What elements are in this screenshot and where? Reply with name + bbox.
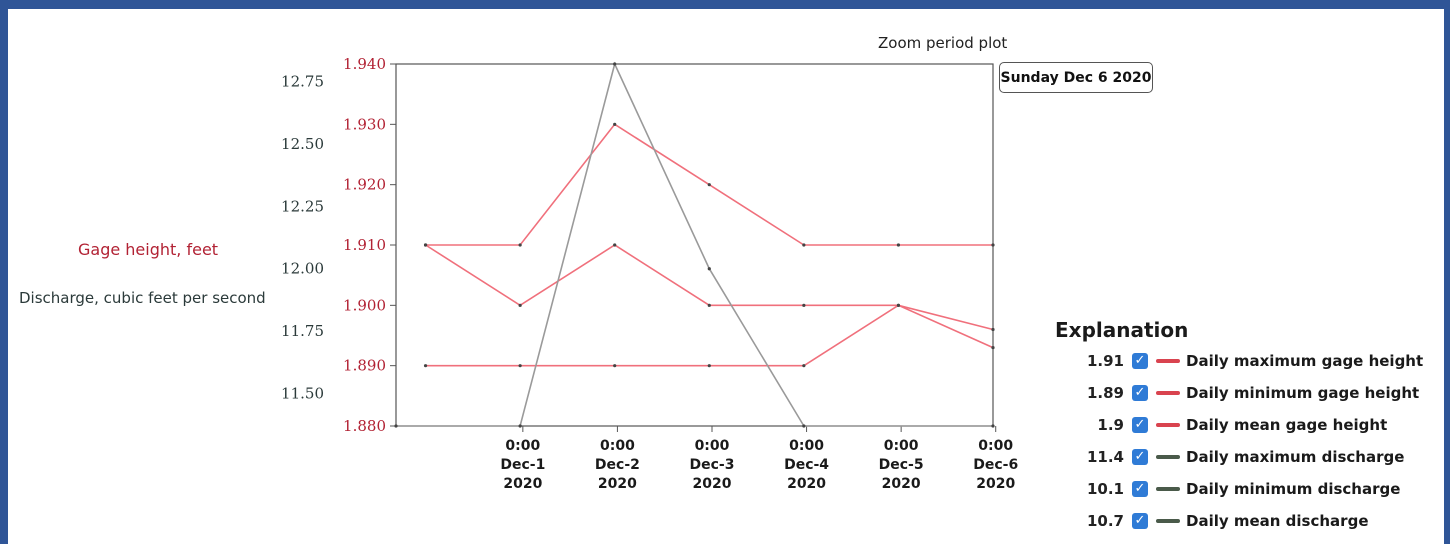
legend-swatch: [1156, 423, 1180, 427]
series-point: [394, 424, 398, 428]
series-point: [991, 327, 995, 332]
legend-value: 1.89: [1086, 384, 1124, 402]
series-point: [896, 243, 901, 247]
x-axis-tick-label: 0:00: [695, 438, 730, 454]
series-point: [991, 345, 995, 350]
series-line-daily-mean-gage-height: [425, 244, 994, 331]
left-axis-tick-label: 1.930: [343, 115, 386, 133]
legend-label: Daily mean discharge: [1186, 512, 1369, 530]
legend-swatch: [1156, 519, 1180, 523]
checkbox-icon[interactable]: ✓: [1132, 481, 1148, 497]
left-axis-tick-label: 1.900: [343, 296, 386, 314]
series-point: [518, 364, 522, 368]
legend-swatch: [1156, 487, 1180, 491]
x-axis-tick-label: 0:00: [978, 438, 1013, 454]
explanation-legend: Explanation: [1055, 318, 1435, 346]
left-axis-tick-label: 1.880: [343, 417, 386, 435]
series-point: [802, 243, 806, 247]
legend-row[interactable]: 1.89 ✓ Daily minimum gage height: [1052, 381, 1419, 405]
legend-value: 1.9: [1097, 416, 1124, 434]
gage-axis-label: Gage height, feet: [78, 240, 219, 259]
series-point: [423, 364, 428, 368]
discharge-axis-tick-label: 11.75: [281, 322, 324, 340]
series-point: [613, 122, 617, 126]
series-point: [707, 364, 711, 368]
legend-value: 10.1: [1086, 480, 1124, 498]
discharge-axis-tick-label: 12.25: [281, 197, 324, 215]
discharge-axis-label: Discharge, cubic feet per second: [19, 289, 266, 307]
legend-label: Daily maximum gage height: [1186, 352, 1424, 370]
x-axis-tick-label: 2020: [503, 476, 542, 492]
checkbox-icon[interactable]: ✓: [1132, 353, 1148, 369]
legend-value: 1.91: [1086, 352, 1124, 370]
series-point: [802, 303, 806, 307]
x-axis-tick-label: Dec-1: [500, 457, 545, 473]
series-point: [613, 243, 617, 247]
legend-row[interactable]: 10.1 ✓ Daily minimum discharge: [1052, 477, 1400, 501]
series-point: [423, 243, 428, 247]
x-axis-tick-label: Dec-6: [973, 457, 1018, 473]
series-point: [518, 243, 522, 247]
legend-label: Daily mean gage height: [1186, 416, 1388, 434]
checkbox-icon[interactable]: ✓: [1132, 385, 1148, 401]
legend-value: 11.4: [1086, 448, 1124, 466]
series-line-daily-discharge: [396, 61, 993, 427]
left-axis-tick-label: 1.940: [343, 55, 386, 73]
zoom-period-title: Zoom period plot: [878, 34, 1008, 52]
left-axis-tick-label: 1.890: [343, 357, 386, 375]
discharge-axis-tick-label: 11.50: [281, 385, 324, 403]
left-axis-tick-label: 1.910: [343, 236, 386, 254]
series-point: [991, 243, 995, 247]
legend-row[interactable]: 10.7 ✓ Daily mean discharge: [1052, 509, 1369, 533]
legend-row[interactable]: 1.91 ✓ Daily maximum gage height: [1052, 349, 1423, 373]
x-axis-tick-label: 2020: [787, 476, 826, 492]
series-point: [613, 62, 617, 66]
x-axis-tick-label: 0:00: [600, 438, 635, 454]
x-axis-tick-label: Dec-5: [879, 457, 924, 473]
series-point: [518, 303, 522, 307]
legend-row[interactable]: 11.4 ✓ Daily maximum discharge: [1052, 445, 1404, 469]
legend-label: Daily minimum gage height: [1186, 384, 1420, 402]
checkbox-icon[interactable]: ✓: [1132, 449, 1148, 465]
series-point: [613, 364, 617, 368]
x-axis-tick-label: 2020: [598, 476, 637, 492]
series-point: [802, 424, 806, 428]
legend-label: Daily minimum discharge: [1186, 480, 1401, 498]
legend-label: Daily maximum discharge: [1186, 448, 1405, 466]
discharge-axis-tick-label: 12.00: [281, 260, 324, 278]
x-axis-tick-label: 2020: [976, 476, 1015, 492]
left-axis-tick-label: 1.920: [343, 176, 386, 194]
legend-value: 10.7: [1086, 512, 1124, 530]
checkbox-icon[interactable]: ✓: [1132, 513, 1148, 529]
legend-swatch: [1156, 391, 1180, 395]
series-line-daily-minimum-gage-height: [425, 304, 994, 367]
series-point: [802, 364, 806, 368]
selected-date-tooltip: Sunday Dec 6 2020: [999, 62, 1153, 93]
checkbox-icon[interactable]: ✓: [1132, 417, 1148, 433]
window-frame-right: [1444, 0, 1450, 544]
series-point: [991, 424, 995, 428]
x-axis-tick-label: 0:00: [884, 438, 919, 454]
x-axis-tick-label: Dec-4: [784, 457, 829, 473]
discharge-axis-tick-label: 12.75: [281, 72, 324, 90]
series-point: [707, 303, 711, 307]
legend-swatch: [1156, 455, 1180, 459]
x-axis-tick-label: 2020: [882, 476, 921, 492]
series-point: [707, 267, 711, 271]
x-axis-tick-label: Dec-2: [595, 457, 640, 473]
series-point: [707, 183, 711, 187]
x-axis-tick-label: Dec-3: [690, 457, 735, 473]
legend-row[interactable]: 1.9 ✓ Daily mean gage height: [1052, 413, 1387, 437]
x-axis-tick-label: 2020: [693, 476, 732, 492]
window-frame-top: [0, 0, 1450, 9]
x-axis-tick-label: 0:00: [505, 438, 540, 454]
discharge-axis-tick-label: 12.50: [281, 135, 324, 153]
explanation-title: Explanation: [1055, 318, 1189, 342]
series-point: [896, 303, 901, 307]
window-frame-left: [0, 0, 8, 544]
x-axis-tick-label: 0:00: [789, 438, 824, 454]
series-point: [518, 424, 522, 428]
legend-swatch: [1156, 359, 1180, 363]
